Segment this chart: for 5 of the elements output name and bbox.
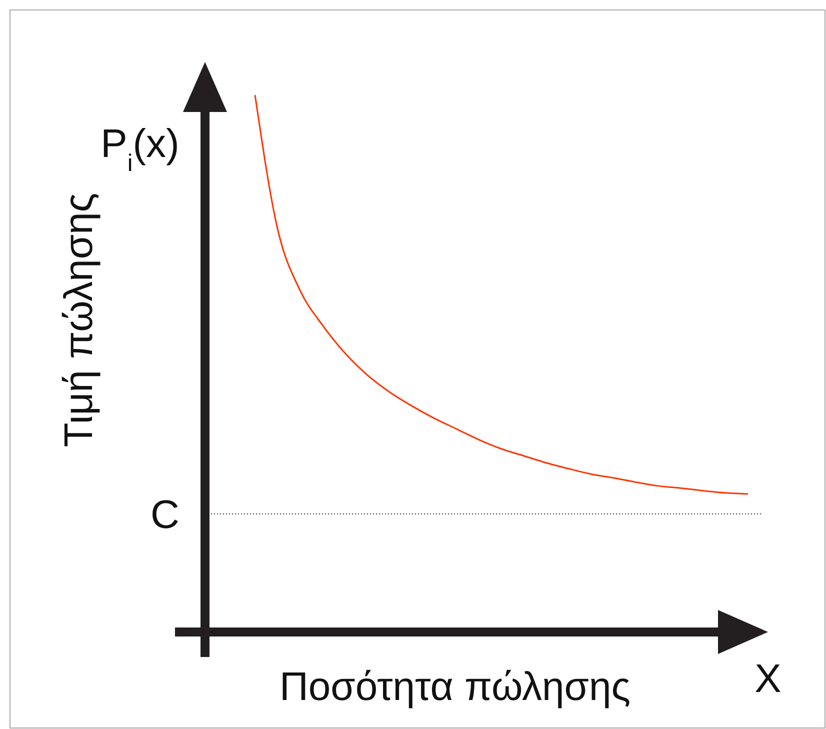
ref-line-label: C — [150, 492, 180, 537]
y-axis-title: Τιμή πώλησης — [57, 192, 101, 448]
text: P$_{i}$(x) — [100, 122, 180, 176]
x-axis-title: Ποσότητα πώλησης — [280, 665, 630, 709]
text: X — [754, 657, 782, 701]
